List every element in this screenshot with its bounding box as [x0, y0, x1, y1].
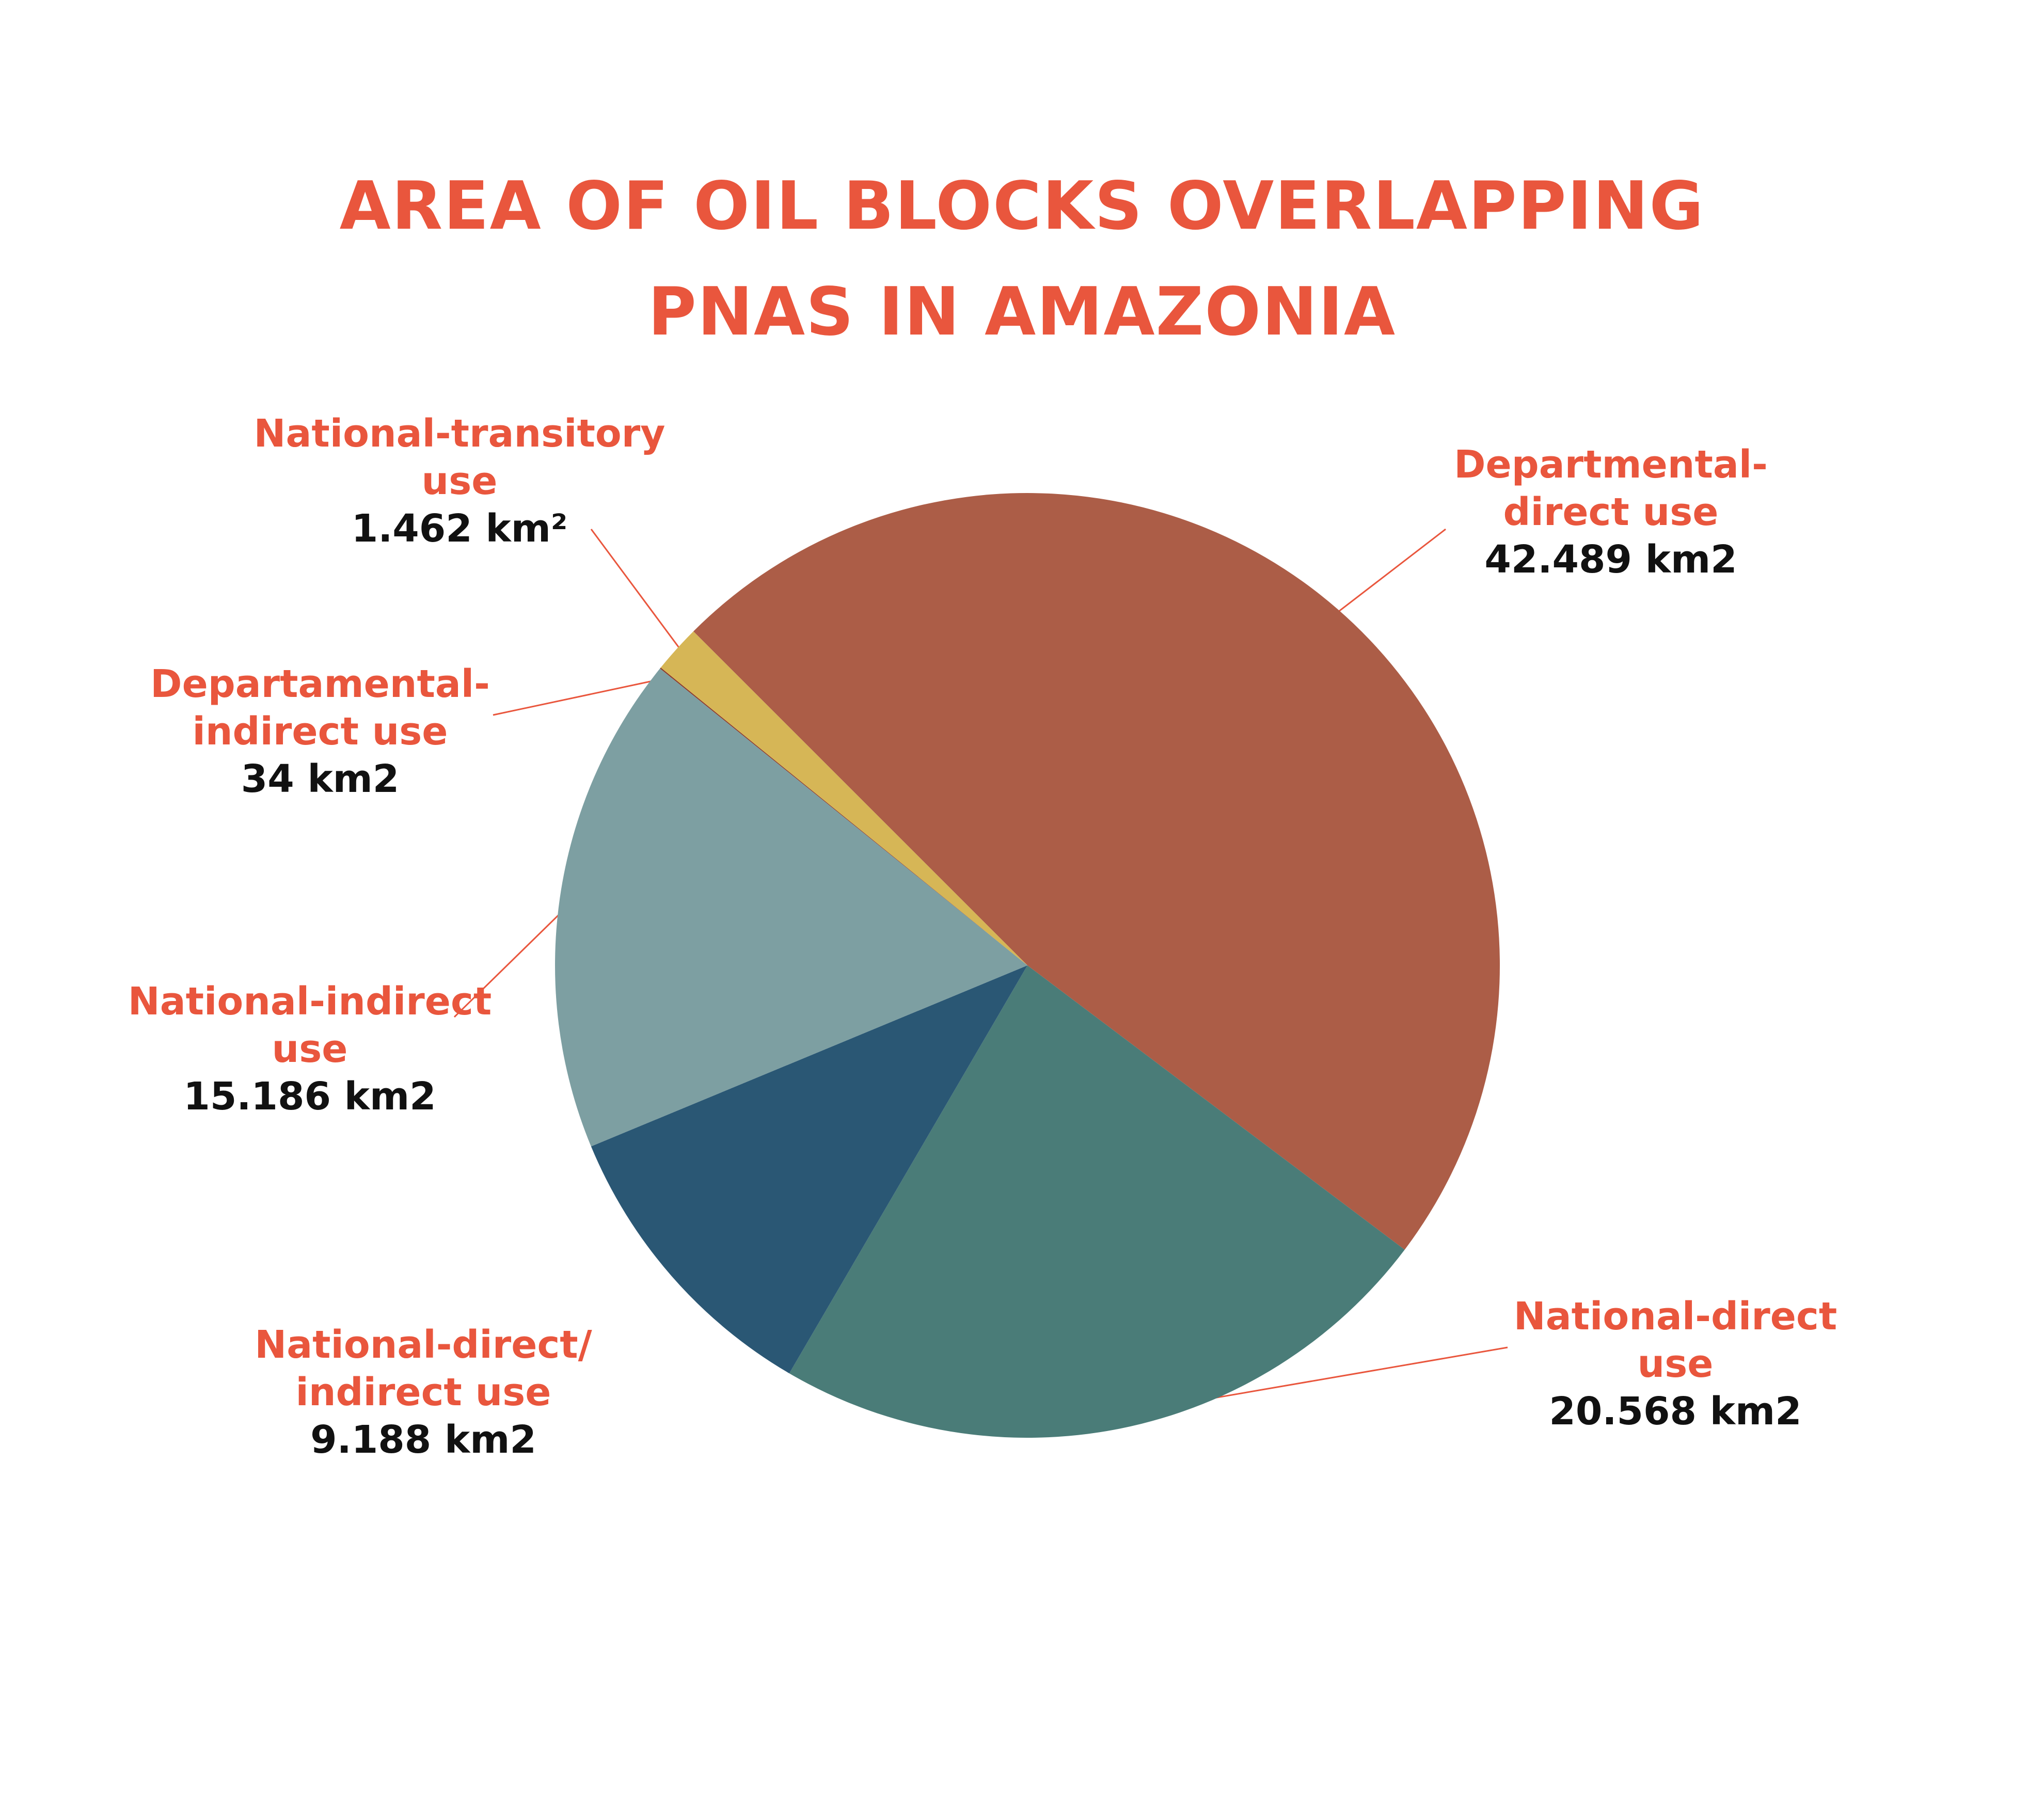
pie-slice-3 [555, 668, 1027, 1147]
slice-label-name: National-direct [1513, 1294, 1837, 1339]
slice-label-1: National-direct use 20.568 km2 [1514, 1293, 1837, 1435]
pie-slices [555, 493, 1500, 1438]
pie-slice-5 [660, 631, 1027, 965]
slice-label-value: 15.186 km2 [183, 1074, 436, 1119]
slice-label-name: use [421, 458, 498, 503]
leader-lines [453, 528, 1508, 1416]
slice-label-value: 34 km2 [241, 756, 400, 801]
chart-title-line-2: PNAS IN AMAZONIA [648, 274, 1396, 351]
slice-label-name: National-indirect [128, 979, 492, 1024]
pie-slice-0 [693, 493, 1500, 1250]
chart-title-line-1: AREA OF OIL BLOCKS OVERLAPPING [339, 168, 1705, 245]
leader-line-4 [493, 676, 672, 716]
pie-slice-4 [660, 668, 1027, 965]
slice-label-5: National-transitory use 1.462 km² [254, 410, 666, 552]
slice-label-name: indirect use [295, 1370, 551, 1415]
slice-label-3: National-indirect use 15.186 km2 [128, 978, 492, 1120]
slice-label-value: 20.568 km2 [1549, 1389, 1802, 1434]
slice-label-name: indirect use [192, 709, 448, 754]
leader-line-3 [453, 899, 575, 1018]
slice-label-value: 1.462 km² [351, 506, 568, 551]
slice-label-2: National-direct/indirect use 9.188 km2 [255, 1322, 592, 1464]
slice-label-name: National-transitory [253, 411, 666, 456]
leader-line-0 [1327, 528, 1446, 621]
pie-slice-2 [591, 965, 1027, 1374]
slice-label-name: Departmental- [1454, 442, 1768, 487]
slice-label-4: Departamental-indirect use 34 km2 [150, 661, 490, 803]
slice-label-name: Departamental- [150, 662, 490, 706]
slice-label-name: use [1637, 1341, 1714, 1386]
slice-label-value: 42.489 km2 [1484, 537, 1737, 582]
pie-slice-1 [789, 965, 1405, 1438]
slice-label-value: 9.188 km2 [310, 1417, 536, 1462]
slice-label-name: National-direct/ [255, 1323, 592, 1367]
slice-label-name: direct use [1503, 489, 1719, 534]
slice-label-name: use [272, 1026, 348, 1071]
leader-line-5 [590, 529, 688, 659]
slice-label-0: Departmental-direct use 42.489 km2 [1454, 441, 1768, 583]
